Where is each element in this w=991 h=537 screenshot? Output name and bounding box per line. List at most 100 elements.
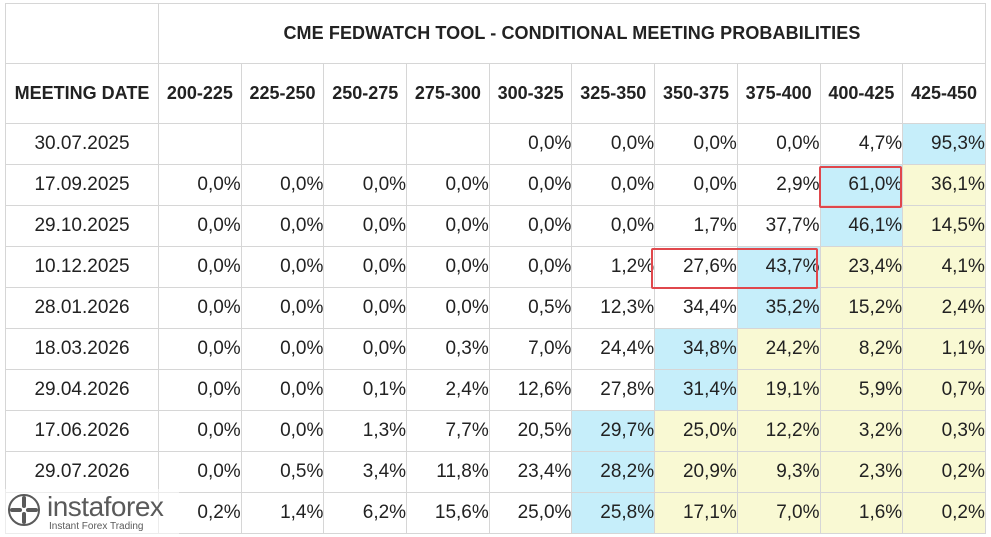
probability-cell: 0,0% [488, 205, 573, 247]
probability-cell: 25,0% [654, 410, 738, 452]
probability-cell [406, 123, 490, 165]
rate-range-header: 400-425 [819, 63, 904, 124]
probability-cell: 0,0% [240, 205, 325, 247]
meeting-date-cell: 10.12.2025 [5, 246, 159, 288]
probability-cell: 28,2% [571, 451, 656, 493]
corner-cell [5, 3, 159, 64]
title-row: CME FEDWATCH TOOL - CONDITIONAL MEETING … [5, 3, 986, 64]
probability-cell: 17,1% [654, 492, 738, 534]
table-body: 30.07.2025 0,0% 0,0% 0,0% 0,0% 4,7% 95,3% 17.09… [5, 123, 986, 534]
probability-cell: 23,4% [488, 451, 573, 493]
probability-cell: 11,8% [406, 451, 490, 493]
probability-cell: 2,4% [902, 287, 986, 329]
probability-cell: 0,0% [736, 123, 821, 165]
probability-cell: 20,5% [488, 410, 573, 452]
rate-range-header: 225-250 [240, 63, 325, 124]
probability-cell: 34,8% [654, 328, 738, 370]
probability-cell: 0,0% [158, 205, 242, 247]
probability-cell: 0,0% [158, 410, 242, 452]
table-row: 18.03.2026 0,0% 0,0% 0,0% 0,3% 7,0% 24,4% 34,8%… [5, 328, 986, 370]
meeting-date-cell: 30.07.2025 [5, 123, 159, 165]
rate-range-header: 275-300 [406, 63, 490, 124]
probability-cell: 1,4% [240, 492, 325, 534]
probability-cell: 4,1% [902, 246, 986, 288]
probability-cell: 1,1% [902, 328, 986, 370]
probability-cell: 19,1% [736, 369, 821, 411]
probability-cell: 25,0% [488, 492, 573, 534]
rate-range-header: 425-450 [902, 63, 986, 124]
table-row: 30.07.2025 0,0% 0,0% 0,0% 0,0% 4,7% 95,3% [5, 123, 986, 165]
probability-cell: 5,9% [819, 369, 904, 411]
probability-cell: 0,0% [571, 205, 656, 247]
probability-cell: 0,0% [158, 369, 242, 411]
probability-cell: 2,3% [819, 451, 904, 493]
rate-range-header: 250-275 [323, 63, 408, 124]
probability-cell: 0,0% [323, 287, 408, 329]
fedwatch-probability-table: CME FEDWATCH TOOL - CONDITIONAL MEETING … [5, 3, 986, 534]
meeting-date-cell: 17.09.2025 [5, 164, 159, 206]
rate-range-header: 350-375 [654, 63, 738, 124]
probability-cell: 3,4% [323, 451, 408, 493]
probability-cell: 0,0% [158, 246, 242, 288]
probability-cell: 0,0% [323, 164, 408, 206]
probability-cell: 2,9% [736, 164, 821, 206]
probability-cell: 46,1% [819, 205, 904, 247]
probability-cell: 9,3% [736, 451, 821, 493]
probability-cell: 0,0% [240, 164, 325, 206]
probability-cell: 3,2% [819, 410, 904, 452]
probability-cell: 0,5% [488, 287, 573, 329]
probability-cell: 15,2% [819, 287, 904, 329]
probability-cell: 36,1% [902, 164, 986, 206]
probability-cell: 34,4% [654, 287, 738, 329]
probability-cell: 7,7% [406, 410, 490, 452]
rate-range-header: 375-400 [736, 63, 821, 124]
probability-cell: 0,0% [654, 123, 738, 165]
meeting-date-cell: 28.01.2026 [5, 287, 159, 329]
column-header-row: MEETING DATE 200-225 225-250 250-275 275… [5, 63, 986, 124]
probability-cell: 24,4% [571, 328, 656, 370]
probability-cell: 20,9% [654, 451, 738, 493]
probability-cell: 35,2% [736, 287, 821, 329]
table-row: 29.07.2026 0,0% 0,5% 3,4% 11,8% 23,4% 28,2% 20,… [5, 451, 986, 493]
probability-cell: 2,4% [406, 369, 490, 411]
probability-cell: 12,3% [571, 287, 656, 329]
table-row: 17.09.2025 0,0% 0,0% 0,0% 0,0% 0,0% 0,0% 0,0% 2,… [5, 164, 986, 206]
probability-cell: 8,2% [819, 328, 904, 370]
probability-cell: 1,2% [571, 246, 656, 288]
meeting-date-cell: 29.04.2026 [5, 369, 159, 411]
probability-cell [323, 123, 408, 165]
probability-cell: 0,2% [902, 451, 986, 493]
probability-cell: 0,0% [488, 164, 573, 206]
probability-cell: 0,0% [323, 246, 408, 288]
probability-cell: 61,0% [819, 164, 904, 206]
probability-cell: 0,0% [240, 246, 325, 288]
probability-cell: 0,0% [571, 164, 656, 206]
meeting-date-cell: 29.07.2026 [5, 451, 159, 493]
probability-cell: 24,2% [736, 328, 821, 370]
probability-cell: 95,3% [902, 123, 986, 165]
probability-cell [240, 123, 325, 165]
probability-cell: 0,0% [406, 246, 490, 288]
probability-cell: 7,0% [736, 492, 821, 534]
table-row: 10.12.2025 0,0% 0,0% 0,0% 0,0% 0,0% 1,2% 27,6% 4… [5, 246, 986, 288]
probability-cell: 6,2% [323, 492, 408, 534]
probability-cell: 12,2% [736, 410, 821, 452]
probability-cell: 0,0% [488, 123, 573, 165]
probability-cell: 27,8% [571, 369, 656, 411]
probability-cell: 0,0% [240, 410, 325, 452]
probability-cell: 1,6% [819, 492, 904, 534]
probability-cell: 31,4% [654, 369, 738, 411]
probability-cell: 0,2% [902, 492, 986, 534]
table-row: 28.01.2026 0,0% 0,0% 0,0% 0,0% 0,5% 12,3% 34,4%… [5, 287, 986, 329]
probability-cell: 0,0% [406, 205, 490, 247]
instaforex-logo-icon [7, 493, 41, 527]
probability-cell: 0,0% [571, 123, 656, 165]
instaforex-watermark: instaforex Instant Forex Trading [3, 489, 179, 535]
probability-cell: 7,0% [488, 328, 573, 370]
probability-cell: 0,0% [240, 328, 325, 370]
probability-cell: 12,6% [488, 369, 573, 411]
probability-cell: 0,0% [158, 451, 242, 493]
rate-range-header: 300-325 [488, 63, 573, 124]
probability-cell: 0,0% [158, 164, 242, 206]
probability-cell: 0,0% [654, 164, 738, 206]
